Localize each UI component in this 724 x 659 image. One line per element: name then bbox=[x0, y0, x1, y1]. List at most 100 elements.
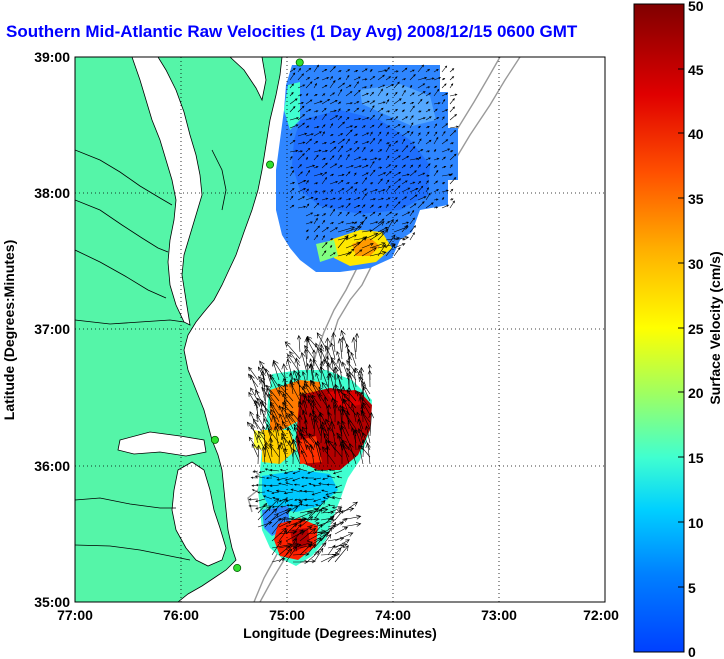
velocity-arrow bbox=[337, 211, 342, 217]
velocity-arrow bbox=[353, 210, 362, 217]
velocity-arrow bbox=[433, 189, 440, 193]
velocity-arrow bbox=[361, 164, 369, 169]
velocity-arrow bbox=[313, 519, 336, 528]
velocity-arrow bbox=[441, 93, 449, 97]
velocity-arrow bbox=[417, 91, 426, 97]
velocity-arrow bbox=[409, 69, 415, 73]
velocity-arrow bbox=[353, 76, 361, 81]
velocity-arrow bbox=[425, 150, 431, 153]
velocity-arrow bbox=[313, 531, 329, 549]
velocity-arrow bbox=[286, 358, 294, 381]
velocity-arrow bbox=[283, 470, 294, 474]
colorbar-tick-label: 5 bbox=[688, 580, 696, 596]
velocity-arrow bbox=[361, 172, 369, 177]
velocity-arrow bbox=[345, 148, 353, 153]
velocity-arrow bbox=[269, 468, 280, 472]
velocity-arrow bbox=[250, 387, 259, 402]
velocity-arrow bbox=[329, 189, 334, 193]
velocity-arrow bbox=[271, 516, 286, 535]
velocity-arrow bbox=[329, 99, 338, 105]
velocity-arrow bbox=[329, 80, 336, 89]
velocity-arrow bbox=[385, 66, 390, 73]
colorbar-tick-marks bbox=[678, 68, 684, 588]
velocity-arrow bbox=[297, 122, 306, 129]
velocity-arrow bbox=[357, 444, 364, 465]
velocity-arrow bbox=[425, 101, 429, 105]
velocity-arrow bbox=[262, 495, 273, 500]
velocity-arrow bbox=[401, 164, 406, 169]
velocity-arrow bbox=[292, 523, 302, 535]
map-title: Southern Mid-Atlantic Raw Velocities (1 … bbox=[6, 22, 578, 41]
velocity-arrow bbox=[401, 155, 410, 161]
velocity-arrow bbox=[281, 406, 294, 423]
velocity-arrow bbox=[271, 491, 280, 495]
velocity-arrow bbox=[401, 224, 409, 233]
velocity-arrow bbox=[425, 109, 431, 113]
velocity-arrow bbox=[320, 515, 335, 528]
velocity-arrow bbox=[293, 448, 301, 465]
velocity-arrow bbox=[301, 399, 308, 416]
velocity-arrow bbox=[289, 140, 296, 145]
velocity-arrow bbox=[278, 516, 295, 521]
velocity-arrow bbox=[305, 117, 312, 121]
velocity-arrow bbox=[425, 163, 431, 169]
velocity-arrow bbox=[305, 196, 314, 201]
velocity-arrow bbox=[353, 165, 362, 169]
velocity-arrow bbox=[305, 164, 316, 169]
velocity-arrow bbox=[433, 157, 440, 161]
velocity-arrow bbox=[433, 77, 442, 81]
velocity-arrow bbox=[361, 381, 367, 402]
velocity-arrow bbox=[441, 204, 450, 209]
velocity-arrow bbox=[329, 109, 337, 113]
velocity-arrow bbox=[441, 123, 449, 129]
velocity-arrow bbox=[393, 140, 399, 145]
velocity-arrow bbox=[292, 552, 310, 557]
velocity-arrow bbox=[285, 530, 306, 542]
velocity-arrow bbox=[306, 550, 320, 563]
velocity-arrow bbox=[252, 470, 259, 473]
velocity-arrow bbox=[350, 352, 357, 367]
velocity-arrow bbox=[250, 476, 259, 479]
velocity-arrow bbox=[285, 523, 298, 535]
velocity-arrow bbox=[393, 246, 401, 257]
velocity-arrow bbox=[334, 526, 349, 535]
velocity-arrow bbox=[292, 470, 301, 475]
velocity-arrow bbox=[313, 524, 323, 535]
velocity-arrow bbox=[385, 234, 396, 249]
velocity-arrow bbox=[305, 169, 311, 177]
velocity-arrow bbox=[393, 243, 406, 249]
velocity-arrow bbox=[278, 529, 288, 542]
velocity-arrow bbox=[377, 172, 387, 177]
velocity-arrow bbox=[340, 424, 350, 444]
velocity-arrow bbox=[401, 196, 408, 201]
velocity-arrow bbox=[278, 521, 292, 528]
velocity-arrow bbox=[377, 205, 383, 209]
velocity-arrow bbox=[285, 516, 308, 522]
velocity-arrow bbox=[345, 202, 351, 209]
velocity-arrow bbox=[369, 189, 378, 193]
velocity-arrow bbox=[321, 190, 326, 193]
velocity-arrow bbox=[449, 164, 453, 169]
velocity-arrow bbox=[345, 69, 351, 73]
velocity-arrow bbox=[345, 221, 355, 225]
velocity-arrow bbox=[271, 414, 280, 437]
velocity-arrow bbox=[449, 142, 454, 145]
velocity-arrow bbox=[294, 498, 301, 501]
velocity-arrow bbox=[257, 430, 273, 451]
velocity-arrow bbox=[297, 164, 302, 169]
x-tick-label: 76:00 bbox=[163, 607, 199, 623]
colorbar-tick-label: 35 bbox=[688, 191, 704, 207]
velocity-arrow bbox=[345, 109, 351, 113]
velocity-arrow bbox=[385, 99, 390, 105]
velocity-arrow bbox=[259, 378, 266, 402]
velocity-arrow bbox=[385, 131, 389, 137]
velocity-arrow bbox=[433, 165, 438, 169]
velocity-arrow bbox=[353, 146, 360, 153]
velocity-arrow bbox=[307, 394, 322, 416]
velocity-arrow bbox=[329, 65, 336, 73]
velocity-arrow bbox=[289, 204, 295, 209]
velocity-arrow bbox=[297, 188, 307, 193]
velocity-arrow bbox=[385, 84, 395, 89]
velocity-arrow bbox=[417, 138, 422, 145]
velocity-arrow bbox=[330, 360, 336, 381]
